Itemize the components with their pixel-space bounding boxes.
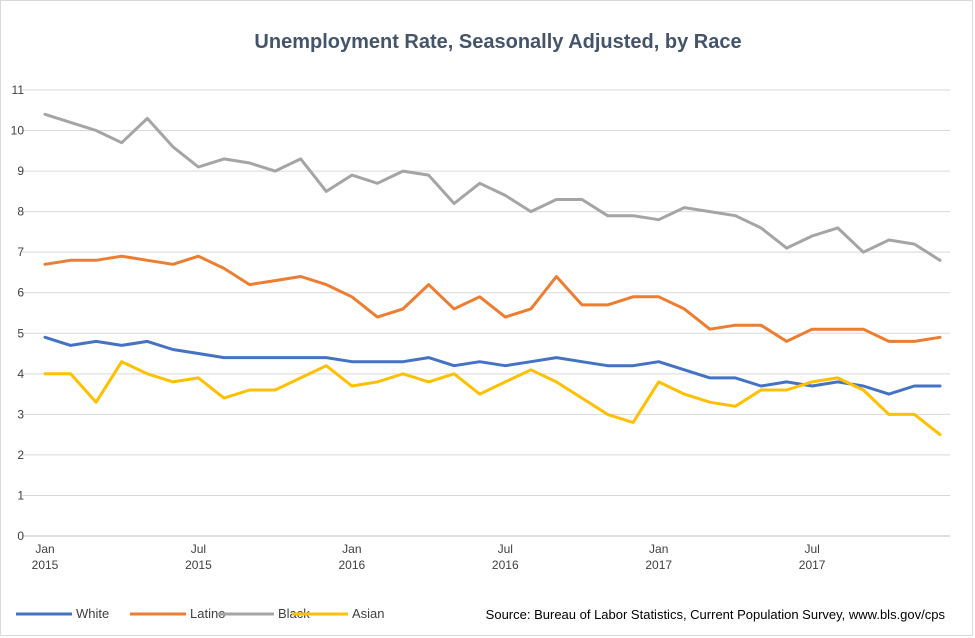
x-tick-year: 2017	[645, 558, 672, 572]
y-tick-label: 2	[17, 448, 24, 462]
gridlines	[22, 89, 950, 537]
y-tick-label: 9	[17, 164, 24, 178]
y-tick-label: 0	[17, 529, 24, 543]
source-note: Source: Bureau of Labor Statistics, Curr…	[486, 607, 946, 622]
x-axis-tick-labels: Jan 2015 Jul 2015 Jan 2016 Jul 2016 Jan 2017 Jul 20…	[32, 542, 826, 572]
y-tick-label: 7	[17, 245, 24, 259]
legend: WhiteLatinoBlackAsian	[16, 606, 385, 621]
series-line-black	[43, 112, 942, 262]
x-tick-month: Jan	[649, 542, 668, 556]
y-axis-tick-labels: 0 1 2 3 4 5 6 7 8 9 10 11	[11, 83, 25, 543]
x-tick-month: Jan	[35, 542, 54, 556]
y-tick-label: 6	[17, 286, 24, 300]
x-tick-year: 2015	[32, 558, 59, 572]
y-tick-label: 11	[12, 83, 25, 97]
series-line-white	[43, 335, 942, 396]
y-tick-label: 4	[17, 367, 24, 381]
y-tick-label: 10	[11, 124, 25, 138]
x-tick-year: 2017	[799, 558, 826, 572]
y-tick-label: 8	[17, 205, 24, 219]
x-tick-month: Jul	[804, 542, 819, 556]
y-tick-label: 3	[17, 407, 24, 421]
legend-label-white: White	[76, 606, 109, 621]
x-tick-month: Jul	[191, 542, 206, 556]
x-tick-year: 2016	[339, 558, 366, 572]
legend-label-latino: Latino	[190, 606, 225, 621]
y-tick-label: 1	[17, 488, 24, 502]
series-lines	[43, 112, 942, 437]
chart-title: Unemployment Rate, Seasonally Adjusted, …	[254, 31, 741, 53]
x-tick-month: Jan	[342, 542, 361, 556]
legend-label-asian: Asian	[352, 606, 385, 621]
y-tick-label: 5	[17, 326, 24, 340]
x-tick-month: Jul	[498, 542, 513, 556]
series-line-latino	[43, 254, 942, 343]
x-tick-year: 2016	[492, 558, 519, 572]
series-line-asian	[43, 360, 942, 437]
x-tick-year: 2015	[185, 558, 212, 572]
